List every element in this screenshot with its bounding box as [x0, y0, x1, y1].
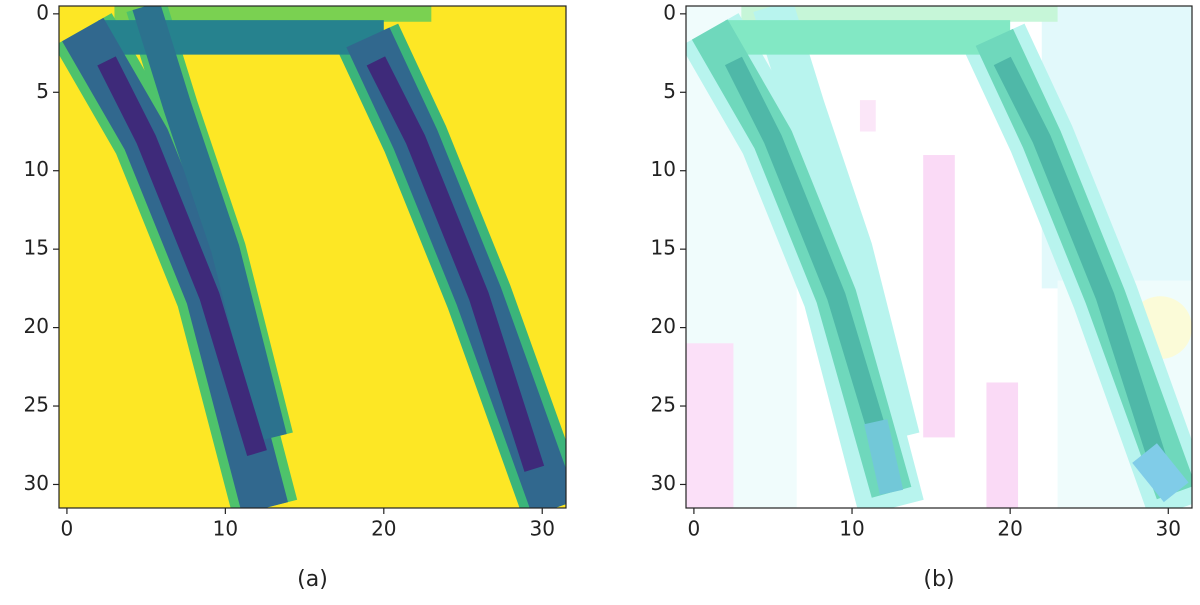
y-tick-label: 20 — [651, 314, 676, 338]
y-tick-label: 15 — [651, 236, 676, 260]
y-tick-label: 0 — [663, 0, 676, 24]
x-tick-label: 0 — [61, 517, 74, 541]
x-tick-label: 30 — [530, 517, 555, 541]
y-tick-label: 5 — [663, 79, 676, 103]
caption: (a) — [297, 567, 328, 592]
y-tick-label: 30 — [24, 471, 49, 495]
y-tick-label: 25 — [651, 393, 676, 417]
caption: (b) — [923, 567, 954, 592]
y-tick-label: 0 — [36, 0, 49, 24]
y-tick-label: 5 — [36, 79, 49, 103]
x-tick-label: 10 — [213, 517, 238, 541]
y-tick-label: 25 — [24, 393, 49, 417]
x-tick-label: 20 — [997, 517, 1022, 541]
image-a — [59, 6, 566, 508]
x-tick-label: 10 — [839, 517, 864, 541]
y-tick-label: 20 — [24, 314, 49, 338]
y-tick-label: 10 — [651, 157, 676, 181]
y-tick-label: 30 — [651, 471, 676, 495]
x-tick-label: 30 — [1156, 517, 1181, 541]
x-tick-label: 0 — [688, 517, 701, 541]
x-tick-label: 20 — [371, 517, 396, 541]
axes-frame — [685, 5, 1193, 509]
image-b — [686, 6, 1192, 508]
y-tick-label: 10 — [24, 157, 49, 181]
axes-frame — [58, 5, 567, 509]
y-tick-label: 15 — [24, 236, 49, 260]
